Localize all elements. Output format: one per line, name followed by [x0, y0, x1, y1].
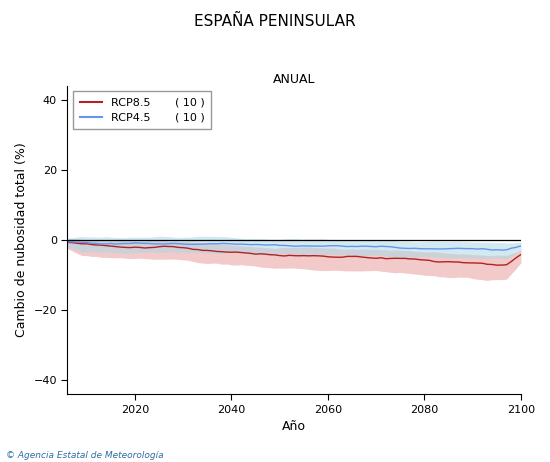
X-axis label: Año: Año — [282, 420, 306, 433]
Legend: RCP8.5       ( 10 ), RCP4.5       ( 10 ): RCP8.5 ( 10 ), RCP4.5 ( 10 ) — [73, 91, 211, 129]
Text: © Agencia Estatal de Meteorología: © Agencia Estatal de Meteorología — [6, 451, 163, 460]
Text: ESPAÑA PENINSULAR: ESPAÑA PENINSULAR — [194, 14, 356, 29]
Title: ANUAL: ANUAL — [273, 73, 316, 86]
Y-axis label: Cambio de nubosidad total (%): Cambio de nubosidad total (%) — [15, 143, 28, 337]
